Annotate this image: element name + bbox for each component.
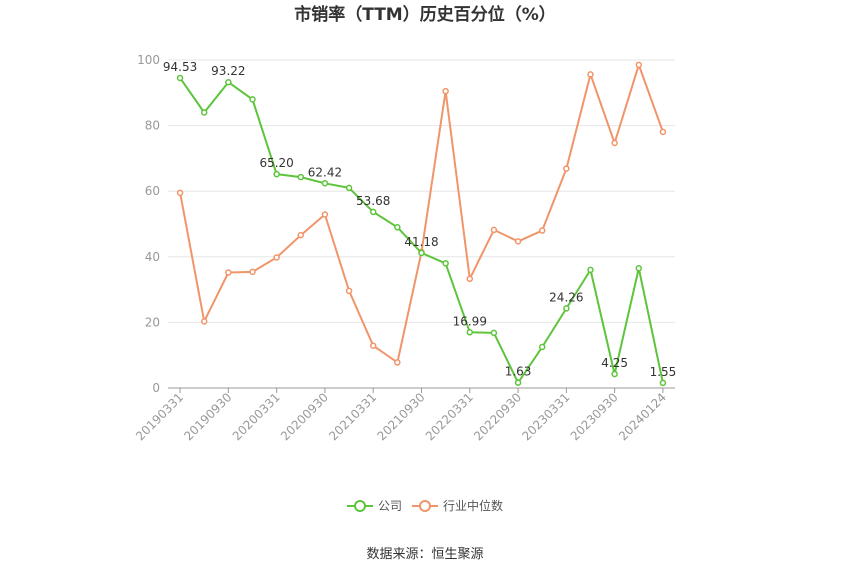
series-line-industry-median — [179, 63, 664, 364]
data-point-company — [442, 260, 449, 267]
x-tick-label: 20200930 — [278, 390, 331, 443]
data-label: 24.26 — [549, 290, 583, 304]
x-tick-label: 20210930 — [375, 390, 428, 443]
data-point-company — [200, 109, 208, 116]
data-point-company — [225, 78, 232, 86]
y-axis: 0 20 40 60 80 100 — [137, 53, 160, 395]
data-point-industry-median — [394, 359, 401, 366]
data-point-company — [514, 379, 522, 386]
data-point-company — [587, 266, 594, 274]
legend-label-industry-median: 行业中位数 — [443, 498, 503, 513]
data-point-company — [297, 173, 305, 181]
data-point-industry-median — [176, 189, 184, 197]
y-tick-label: 0 — [152, 381, 160, 395]
data-label: 53.68 — [356, 194, 390, 208]
source-note: 数据来源：恒生聚源 — [366, 547, 483, 562]
legend-marker-company — [354, 500, 366, 512]
data-point-company — [490, 329, 498, 337]
legend-marker-industry-median — [419, 500, 431, 512]
y-tick-label: 60 — [145, 184, 160, 198]
data-point-company — [394, 224, 401, 231]
legend[interactable]: 公司 行业中位数 — [347, 498, 503, 513]
y-tick-label: 100 — [137, 53, 160, 67]
data-point-industry-median — [442, 87, 449, 95]
data-point-company — [611, 370, 618, 378]
data-point-industry-median — [273, 254, 280, 261]
x-tick-label: 20220930 — [471, 390, 524, 443]
data-point-industry-median — [611, 139, 618, 147]
data-point-industry-median — [563, 165, 570, 172]
data-point-company — [659, 379, 667, 387]
data-point-company — [369, 208, 377, 216]
x-tick-label: 20190331 — [133, 390, 186, 443]
x-tick-label: 20220331 — [423, 390, 476, 443]
data-point-company — [466, 329, 474, 336]
data-point-industry-median — [538, 227, 546, 234]
data-label: 41.18 — [404, 235, 438, 249]
grid-lines — [168, 59, 675, 323]
x-tick-label: 20240124 — [616, 390, 669, 443]
data-point-industry-median — [587, 71, 594, 78]
y-tick-label: 40 — [145, 250, 160, 264]
data-point-company — [563, 305, 570, 312]
legend-label-company: 公司 — [378, 499, 402, 513]
data-label: 16.99 — [453, 314, 487, 328]
data-point-company — [635, 265, 643, 272]
data-labels: 94.53 93.22 65.20 62.42 53.68 41.18 16.99 1.63 2… — [163, 60, 676, 379]
data-label: 1.55 — [650, 365, 677, 379]
y-tick-label: 20 — [145, 315, 160, 329]
chart-title: 市销率（TTM）历史百分位（%） — [294, 4, 556, 25]
data-point-industry-median — [635, 61, 643, 69]
data-point-industry-median — [225, 269, 232, 276]
x-tick-label: 20210331 — [326, 390, 379, 443]
data-point-company — [273, 170, 280, 178]
data-point-company — [345, 184, 353, 192]
data-point-industry-median — [200, 318, 208, 325]
data-point-industry-median — [321, 211, 329, 218]
data-point-industry-median — [490, 226, 498, 234]
data-point-industry-median — [466, 275, 474, 283]
series-group — [176, 61, 667, 387]
data-label: 65.20 — [259, 156, 293, 170]
x-tick-label: 20230930 — [568, 390, 621, 443]
data-point-company — [538, 343, 546, 351]
x-tick-label: 20230331 — [519, 390, 572, 443]
data-label: 62.42 — [308, 165, 342, 179]
data-point-industry-median — [345, 287, 353, 295]
data-point-company — [176, 74, 184, 82]
data-point-company — [249, 96, 256, 103]
data-label: 94.53 — [163, 60, 197, 74]
x-tick-label: 20200331 — [230, 390, 283, 443]
x-axis: 2019033120190930202003312020093020210331… — [133, 387, 675, 443]
data-label: 1.63 — [505, 365, 532, 379]
series-line-company — [179, 77, 664, 384]
data-point-industry-median — [297, 231, 305, 239]
legend-item-company[interactable]: 公司 — [347, 499, 402, 513]
data-point-industry-median — [249, 268, 256, 276]
data-point-industry-median — [659, 128, 667, 136]
data-point-company — [321, 180, 329, 187]
data-label: 93.22 — [211, 64, 245, 78]
y-tick-label: 80 — [145, 119, 160, 133]
data-point-industry-median — [514, 238, 522, 245]
data-point-company — [418, 249, 425, 257]
x-tick-label: 20190930 — [181, 390, 234, 443]
data-label: 4.25 — [601, 356, 628, 370]
data-point-industry-median — [369, 342, 377, 349]
legend-item-industry-median[interactable]: 行业中位数 — [412, 498, 503, 513]
